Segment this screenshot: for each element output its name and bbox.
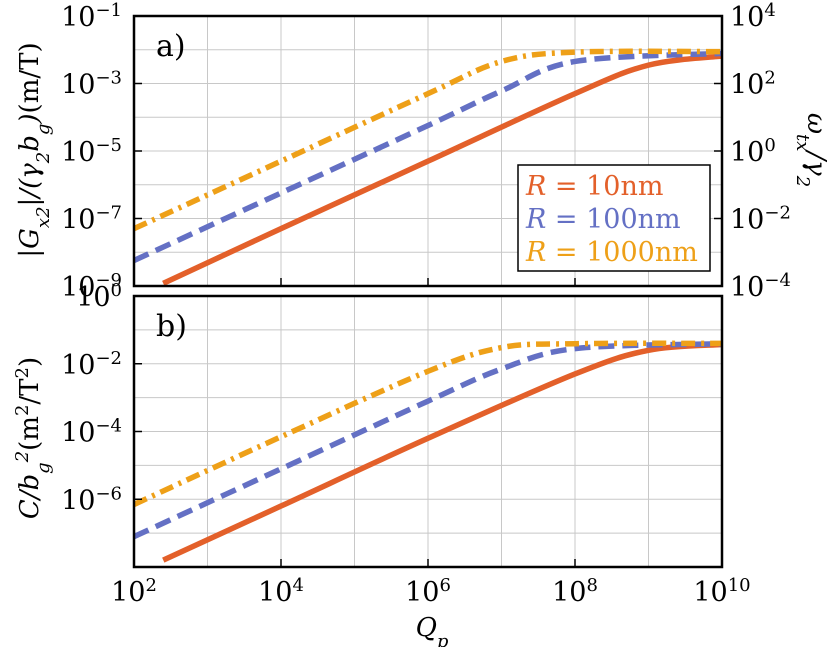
- panel-b-ytick-label: 10−2: [61, 347, 122, 381]
- legend-entry-0: R = 10nm: [525, 171, 663, 202]
- panel-a-ytick-label: 10−7: [61, 202, 122, 236]
- panel-b-series-2: [132, 340, 723, 507]
- panel-b-xtick-label: 108: [552, 575, 598, 609]
- x-axis-title: Qp: [416, 613, 449, 647]
- panel-a-y2tick-label: 10−4: [730, 270, 791, 304]
- panel-b-ytick-label: 100: [76, 280, 122, 314]
- panel-a-y2tick-label: 10−2: [730, 202, 791, 236]
- panel-a-y2tick-label: 104: [730, 0, 776, 33]
- panel-b-xtick-label: 106: [405, 575, 451, 609]
- panel-b-series-0: [162, 341, 723, 563]
- panel-a: a) 10−1 10−3 10−5 10−7 10−9 104 102 100 10−2 10−4 R…: [61, 0, 791, 303]
- panel-a-y2label: ωtx/γ2: [793, 113, 830, 187]
- panel-a-ytick-label: 10−5: [61, 135, 122, 169]
- panel-b-xtick-label: 1010: [693, 575, 750, 609]
- legend-entry-2: R = 1000nm: [525, 237, 698, 268]
- panel-a-label: a): [156, 29, 186, 64]
- panel-a-ytick-label: 10−1: [61, 0, 122, 33]
- panel-a-y2tick-label: 100: [730, 135, 776, 169]
- panel-b-xtick-label: 102: [111, 575, 157, 609]
- legend-box: [517, 164, 711, 272]
- panel-b-series-1: [132, 340, 723, 540]
- panel-a-series-2: [132, 48, 723, 232]
- panel-b-ylabel: C/bg2(m2/T2): [12, 357, 54, 519]
- panel-b-ytick-label: 10−6: [61, 483, 122, 517]
- legend-entry-1: R = 100nm: [525, 204, 681, 235]
- panel-a-series-1: [132, 50, 723, 263]
- panel-b-ytick-label: 10−4: [61, 415, 122, 449]
- panel-a-ylabel: |Gx2|/(γ2bg)(m/T): [15, 42, 54, 257]
- panel-b-xtick-label: 104: [258, 575, 304, 609]
- panel-b: b) 100 10−2 10−4 10−6 102 104 106 108 1010: [61, 280, 751, 609]
- panel-a-y2tick-label: 102: [730, 67, 776, 101]
- panel-a-ytick-label: 10−9: [61, 270, 122, 304]
- panel-a-ytick-label: 10−3: [61, 67, 122, 101]
- panel-b-label: b): [156, 309, 187, 344]
- panel-a-series-0: [162, 53, 723, 286]
